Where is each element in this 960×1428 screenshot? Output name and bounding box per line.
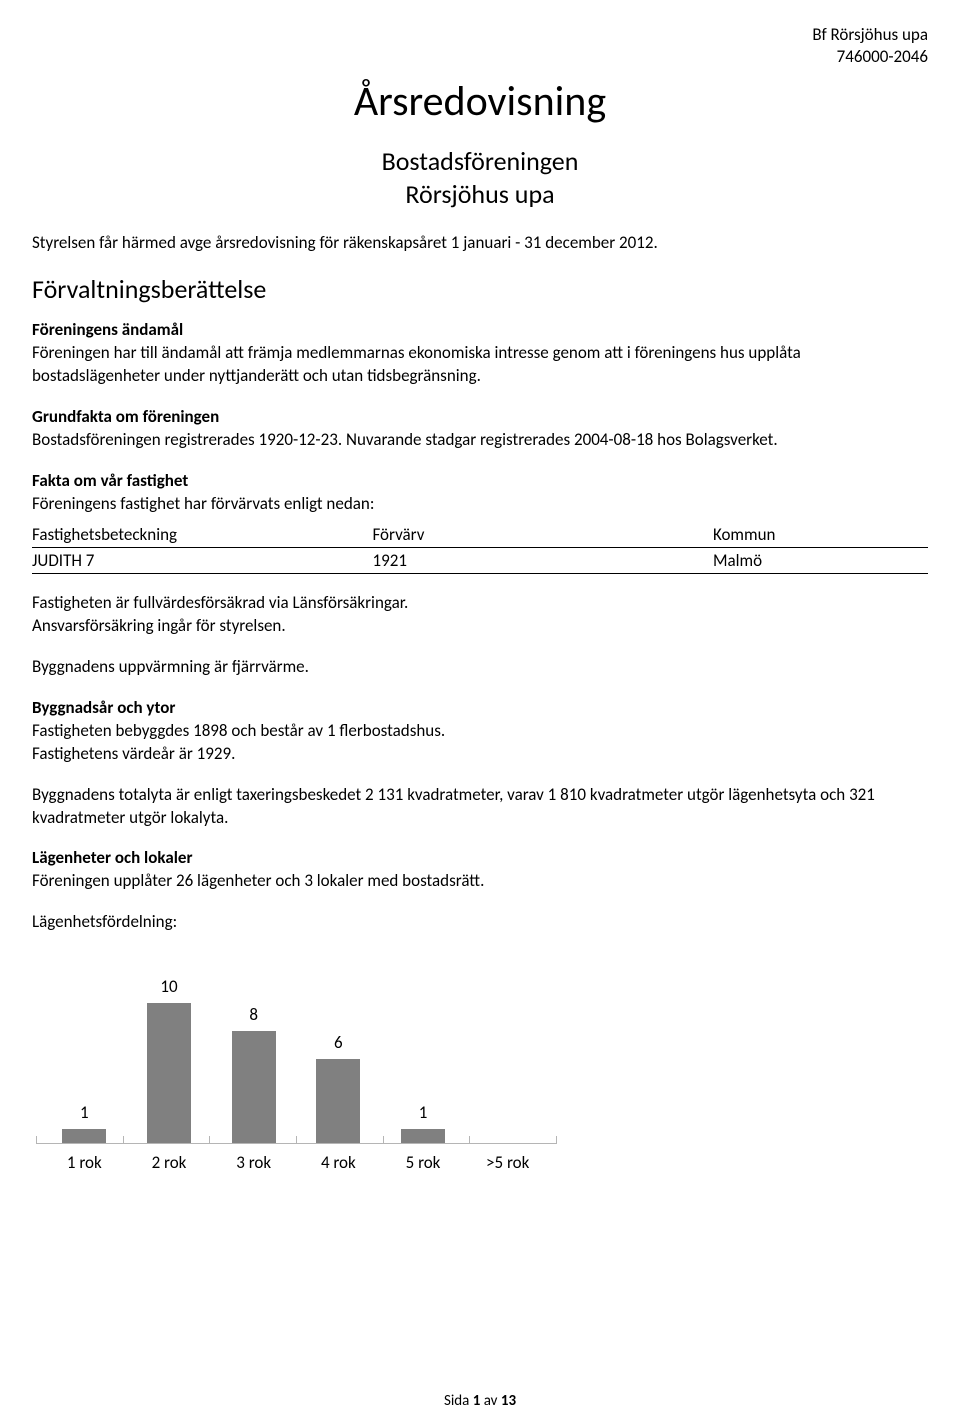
area-text: Byggnadens totalyta är enligt taxeringsb… (32, 784, 928, 830)
chart-bar (147, 1003, 191, 1143)
insurance-line2: Ansvarsförsäkring ingår för styrelsen. (32, 615, 928, 638)
chart-category-label: >5 rok (465, 1152, 550, 1173)
purpose-heading: Föreningens ändamål (32, 319, 928, 340)
build-year-block: Byggnadsår och ytor Fastigheten bebyggde… (32, 697, 928, 766)
chart-bar-column: 1 (42, 964, 127, 1143)
document-page: Bf Rörsjöhus upa 746000-2046 Årsredovisn… (0, 0, 960, 1428)
chart-category-label: 3 rok (211, 1152, 296, 1173)
chart-bar-column: 1 (381, 964, 466, 1143)
section-heading: Förvaltningsberättelse (32, 273, 928, 305)
org-name: Bf Rörsjöhus upa (32, 24, 928, 46)
build-year-heading: Byggnadsår och ytor (32, 697, 928, 718)
property-facts-block: Fakta om vår fastighet Föreningens fasti… (32, 470, 928, 516)
apartments-text: Föreningen upplåter 26 lägenheter och 3 … (32, 870, 928, 893)
chart-bar-column: 6 (296, 964, 381, 1143)
subtitle-line2: Rörsjöhus upa (32, 178, 928, 211)
chart-bar-column: 10 (127, 964, 212, 1143)
distribution-label: Lägenhetsfördelning: (32, 911, 928, 934)
property-facts-text: Föreningens fastighet har förvärvats enl… (32, 493, 928, 516)
insurance-block: Fastigheten är fullvärdesförsäkrad via L… (32, 592, 928, 638)
purpose-block: Föreningens ändamål Föreningen har till … (32, 319, 928, 388)
chart-bar-value-label: 8 (249, 1004, 258, 1025)
col-kommun: Kommun (713, 522, 928, 548)
apartment-distribution-chart: 1 10 8 6 1 1 rok2 rok3 rok4 rok5 rok>5 rok (36, 964, 556, 1173)
chart-bar (316, 1059, 360, 1143)
basics-block: Grundfakta om föreningen Bostadsförening… (32, 406, 928, 452)
property-table: Fastighetsbeteckning Förvärv Kommun JUDI… (32, 522, 928, 574)
chart-bar-value-label: 1 (80, 1102, 89, 1123)
footer-mid: av (480, 1392, 501, 1410)
col-forvarv: Förvärv (372, 522, 712, 548)
chart-bar (232, 1031, 276, 1143)
build-year-line1: Fastigheten bebyggdes 1898 och består av… (32, 720, 928, 743)
property-facts-heading: Fakta om vår fastighet (32, 470, 928, 491)
page-footer: Sida 1 av 13 (0, 1392, 960, 1410)
chart-x-axis: 1 rok2 rok3 rok4 rok5 rok>5 rok (36, 1144, 556, 1173)
chart-bar-column: 8 (211, 964, 296, 1143)
cell-kommun: Malmö (713, 547, 928, 573)
table-header-row: Fastighetsbeteckning Förvärv Kommun (32, 522, 928, 548)
chart-bar (401, 1129, 445, 1143)
col-fastighetsbeteckning: Fastighetsbeteckning (32, 522, 372, 548)
cell-fastighetsbeteckning: JUDITH 7 (32, 547, 372, 573)
org-number: 746000-2046 (32, 46, 928, 68)
page-title: Årsredovisning (32, 76, 928, 127)
footer-total: 13 (501, 1392, 516, 1410)
chart-bar (62, 1129, 106, 1143)
footer-prefix: Sida (444, 1392, 473, 1410)
apartments-heading: Lägenheter och lokaler (32, 847, 928, 868)
purpose-text: Föreningen har till ändamål att främja m… (32, 342, 928, 388)
heating-text: Byggnadens uppvärmning är fjärrvärme. (32, 656, 928, 679)
chart-bar-value-label: 10 (160, 976, 177, 997)
chart-bar-value-label: 6 (334, 1032, 343, 1053)
chart-bar-value-label: 1 (419, 1102, 428, 1123)
basics-text: Bostadsföreningen registrerades 1920-12-… (32, 429, 928, 452)
chart-category-label: 5 rok (381, 1152, 466, 1173)
chart-category-label: 1 rok (42, 1152, 127, 1173)
insurance-line1: Fastigheten är fullvärdesförsäkrad via L… (32, 592, 928, 615)
table-row: JUDITH 7 1921 Malmö (32, 547, 928, 573)
subtitle: Bostadsföreningen Rörsjöhus upa (32, 145, 928, 210)
intro-text: Styrelsen får härmed avge årsredovisning… (32, 232, 928, 255)
basics-heading: Grundfakta om föreningen (32, 406, 928, 427)
chart-plot-area: 1 10 8 6 1 (36, 964, 556, 1144)
build-year-line2: Fastighetens värdeår är 1929. (32, 743, 928, 766)
chart-bar-column (465, 964, 550, 1143)
cell-forvarv: 1921 (372, 547, 712, 573)
subtitle-line1: Bostadsföreningen (32, 145, 928, 178)
header-org: Bf Rörsjöhus upa 746000-2046 (32, 24, 928, 68)
chart-category-label: 4 rok (296, 1152, 381, 1173)
apartments-block: Lägenheter och lokaler Föreningen upplåt… (32, 847, 928, 893)
chart-category-label: 2 rok (127, 1152, 212, 1173)
